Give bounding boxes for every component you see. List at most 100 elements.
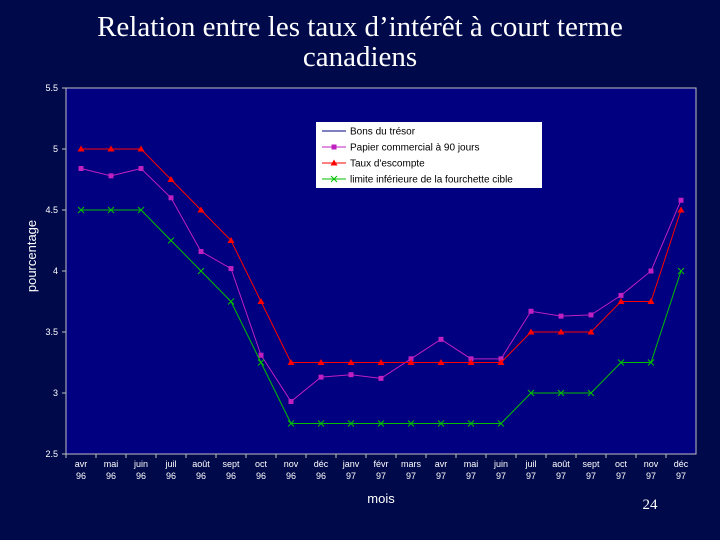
data-point — [107, 145, 115, 152]
data-point — [467, 359, 475, 365]
data-point — [287, 359, 295, 365]
x-axis: avr 96 mai 96 juin 96 juil 96 août 96 sept 96 oct 96 n… — [65, 454, 689, 481]
data-point — [497, 359, 505, 365]
x-tick-label-year: 97 — [556, 471, 566, 481]
x-tick-label-year: 96 — [256, 471, 266, 481]
data-point — [468, 356, 474, 362]
x-tick-label-year: 97 — [346, 471, 356, 481]
x-tick-label-month: août — [552, 459, 570, 469]
data-point — [528, 308, 534, 314]
x-tick-label-year: 97 — [496, 471, 506, 481]
x-tick-label-year: 97 — [436, 471, 446, 481]
series-layer — [77, 145, 685, 427]
data-point — [647, 359, 655, 366]
x-tick-label-year: 96 — [136, 471, 146, 481]
x-tick-label-month: août — [192, 459, 210, 469]
x-tick-label-year: 97 — [586, 471, 596, 481]
x-tick-label-month: mai — [104, 459, 119, 469]
data-point — [377, 359, 385, 365]
series-2 — [77, 145, 685, 365]
x-tick-label-month: avr — [435, 459, 448, 469]
x-axis-title: mois — [367, 491, 395, 506]
series-1 — [78, 166, 684, 405]
x-tick-label-year: 96 — [316, 471, 326, 481]
data-point — [317, 420, 325, 427]
legend: Bons du trésor Papier commercial à 90 jou… — [316, 122, 542, 188]
data-point — [77, 206, 85, 214]
y-tick-label: 5.5 — [45, 83, 58, 93]
data-point — [677, 267, 685, 275]
page-number: 24 — [642, 497, 658, 513]
x-tick-label-month: déc — [674, 459, 689, 469]
data-point — [257, 359, 265, 366]
x-tick-label-year: 96 — [226, 471, 236, 481]
data-point — [437, 420, 445, 427]
slide-title: Relation entre les taux d’intérêt à cour… — [0, 12, 720, 72]
y-axis-title: pourcentage — [24, 220, 39, 292]
legend-marker — [330, 159, 338, 166]
y-tick-label: 5 — [53, 144, 58, 154]
x-tick-label-month: mars — [401, 459, 421, 469]
data-point — [168, 195, 174, 201]
x-tick-label-month: sept — [222, 459, 240, 469]
legend-label: limite inférieure de la fourchette cible — [350, 175, 513, 186]
data-point — [318, 374, 324, 380]
data-point — [317, 359, 325, 365]
data-point — [407, 420, 415, 427]
data-point — [378, 375, 384, 381]
x-tick-label-year: 97 — [466, 471, 476, 481]
x-tick-label-year: 97 — [406, 471, 416, 481]
y-axis: 2.5 3 3.5 4 4.5 5 5.5 — [45, 83, 66, 459]
data-point — [617, 359, 625, 366]
data-point — [227, 237, 235, 243]
x-tick-label-year: 96 — [106, 471, 116, 481]
x-tick-label-year: 96 — [76, 471, 86, 481]
x-tick-label-year: 96 — [286, 471, 296, 481]
x-tick-label-month: déc — [314, 459, 329, 469]
x-tick-label-month: juin — [133, 459, 148, 469]
data-point — [558, 313, 564, 319]
data-point — [497, 420, 505, 427]
data-point — [587, 389, 595, 397]
data-point — [587, 328, 595, 335]
data-point — [167, 176, 175, 182]
series-3 — [77, 206, 685, 427]
x-tick-label-year: 97 — [646, 471, 656, 481]
data-point — [557, 389, 565, 397]
x-tick-label-year: 97 — [676, 471, 686, 481]
data-point — [467, 420, 475, 427]
x-tick-label-month: mai — [464, 459, 479, 469]
legend-marker — [330, 175, 338, 183]
data-point — [647, 298, 655, 304]
x-tick-label-year: 97 — [526, 471, 536, 481]
x-tick-label-month: oct — [255, 459, 268, 469]
data-point — [137, 206, 145, 214]
legend-item: Taux d'escompte — [322, 159, 425, 170]
data-point — [407, 359, 415, 365]
x-tick-label-month: avr — [75, 459, 88, 469]
x-tick-label-month: nov — [284, 459, 299, 469]
data-point — [677, 206, 685, 213]
x-tick-label-month: janv — [342, 459, 360, 469]
slide-title-line-1: Relation entre les taux d’intérêt à cour… — [97, 11, 623, 43]
legend-label: Papier commercial à 90 jours — [350, 143, 480, 154]
x-tick-label-month: juil — [524, 459, 536, 469]
y-tick-label: 2.5 — [45, 449, 58, 459]
data-point — [77, 145, 85, 152]
data-point — [78, 166, 84, 172]
data-point — [228, 266, 234, 272]
x-tick-label-month: juin — [493, 459, 508, 469]
data-point — [287, 420, 295, 427]
data-point — [197, 267, 205, 275]
data-point — [617, 298, 625, 304]
data-point — [198, 248, 204, 254]
data-point — [408, 356, 414, 362]
data-point — [288, 399, 294, 405]
x-tick-label-year: 97 — [616, 471, 626, 481]
data-point — [498, 356, 504, 362]
y-tick-label: 3 — [53, 388, 58, 398]
x-tick-label-month: févr — [373, 459, 388, 469]
data-point — [618, 292, 624, 298]
data-point — [348, 372, 354, 378]
x-tick-label-month: juil — [164, 459, 176, 469]
